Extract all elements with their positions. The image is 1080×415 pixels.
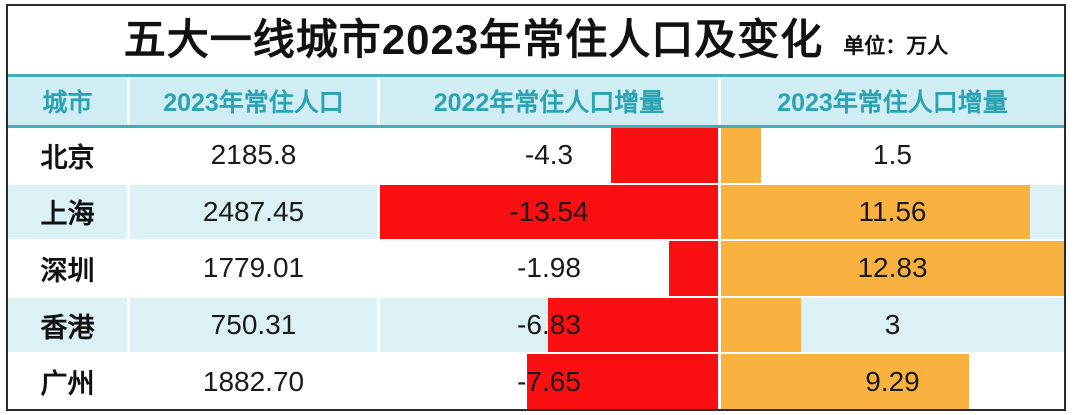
city-name: 北京: [8, 128, 130, 183]
table-header: 城市 2023年常住人口 2022年常住人口增量 2023年常住人口增量: [8, 74, 1064, 128]
city-name: 深圳: [8, 241, 130, 296]
change-2022-cell: -6.83: [380, 297, 721, 353]
change-2022-cell: -4.3: [380, 128, 721, 183]
change-2023-cell: 1.5: [721, 128, 1064, 183]
city-name: 广州: [8, 354, 130, 409]
change-2022-cell: -1.98: [380, 241, 721, 296]
positive-change-bar: [721, 184, 1031, 240]
population-value: 1779.01: [130, 241, 380, 296]
column-header-change-2022: 2022年常住人口增量: [380, 77, 721, 125]
population-value: 1882.70: [130, 354, 380, 409]
negative-change-bar: [668, 241, 718, 296]
change-2023-value: 11.56: [858, 195, 927, 227]
positive-change-bar: [721, 128, 762, 183]
negative-change-bar: [547, 297, 718, 353]
positive-change-bar: [721, 241, 1064, 296]
change-2023-cell: 11.56: [721, 184, 1064, 240]
column-header-population-2023: 2023年常住人口: [130, 77, 380, 125]
change-2023-cell: 9.29: [721, 354, 1064, 409]
title-bar: 五大一线城市2023年常住人口及变化 单位：万人: [8, 6, 1064, 74]
table-row: 深圳 1779.01 -1.98 12.83: [8, 241, 1064, 296]
change-2023-value: 12.83: [857, 252, 928, 284]
table-row: 上海 2487.45 -13.54 11.56: [8, 184, 1064, 240]
change-2023-value: 9.29: [865, 365, 920, 397]
column-header-change-2023: 2023年常住人口增量: [777, 89, 1008, 117]
change-2022-cell: -13.54: [380, 184, 721, 240]
city-name: 上海: [8, 184, 130, 240]
positive-change-bar: [721, 354, 970, 409]
negative-change-bar: [610, 128, 718, 183]
change-2023-value: 1.5: [873, 139, 912, 171]
change-2022-cell: -7.65: [380, 354, 721, 409]
table-row: 北京 2185.8 -4.3 1.5: [8, 128, 1064, 183]
population-table: 五大一线城市2023年常住人口及变化 单位：万人 城市 2023年常住人口 20…: [6, 4, 1066, 411]
negative-change-bar: [527, 354, 718, 409]
city-name: 香港: [8, 297, 130, 353]
change-2022-value: -7.65: [517, 365, 581, 397]
unit-label: 单位：万人: [843, 34, 949, 58]
change-2023-cell: 12.83: [721, 241, 1064, 296]
column-header-city: 城市: [8, 77, 130, 125]
population-value: 2487.45: [130, 184, 380, 240]
change-2022-value: -4.3: [524, 139, 574, 171]
population-value: 750.31: [130, 297, 380, 353]
negative-change-bar: [380, 184, 718, 240]
population-value: 2185.8: [130, 128, 380, 183]
table-row: 香港 750.31 -6.83 3: [8, 297, 1064, 353]
table-body: 北京 2185.8 -4.3 1.5 上海 2487.45 -13.54 11.…: [8, 128, 1064, 409]
change-2022-value: -6.83: [517, 309, 581, 341]
change-2023-cell: 3: [721, 297, 1064, 353]
change-2022-value: -1.98: [517, 252, 581, 284]
change-2022-value: -13.54: [509, 195, 589, 227]
change-2023-value: 3: [884, 309, 901, 341]
table-row: 广州 1882.70 -7.65 9.29: [8, 354, 1064, 409]
positive-change-bar: [721, 297, 802, 353]
page-title: 五大一线城市2023年常住人口及变化: [123, 16, 824, 63]
